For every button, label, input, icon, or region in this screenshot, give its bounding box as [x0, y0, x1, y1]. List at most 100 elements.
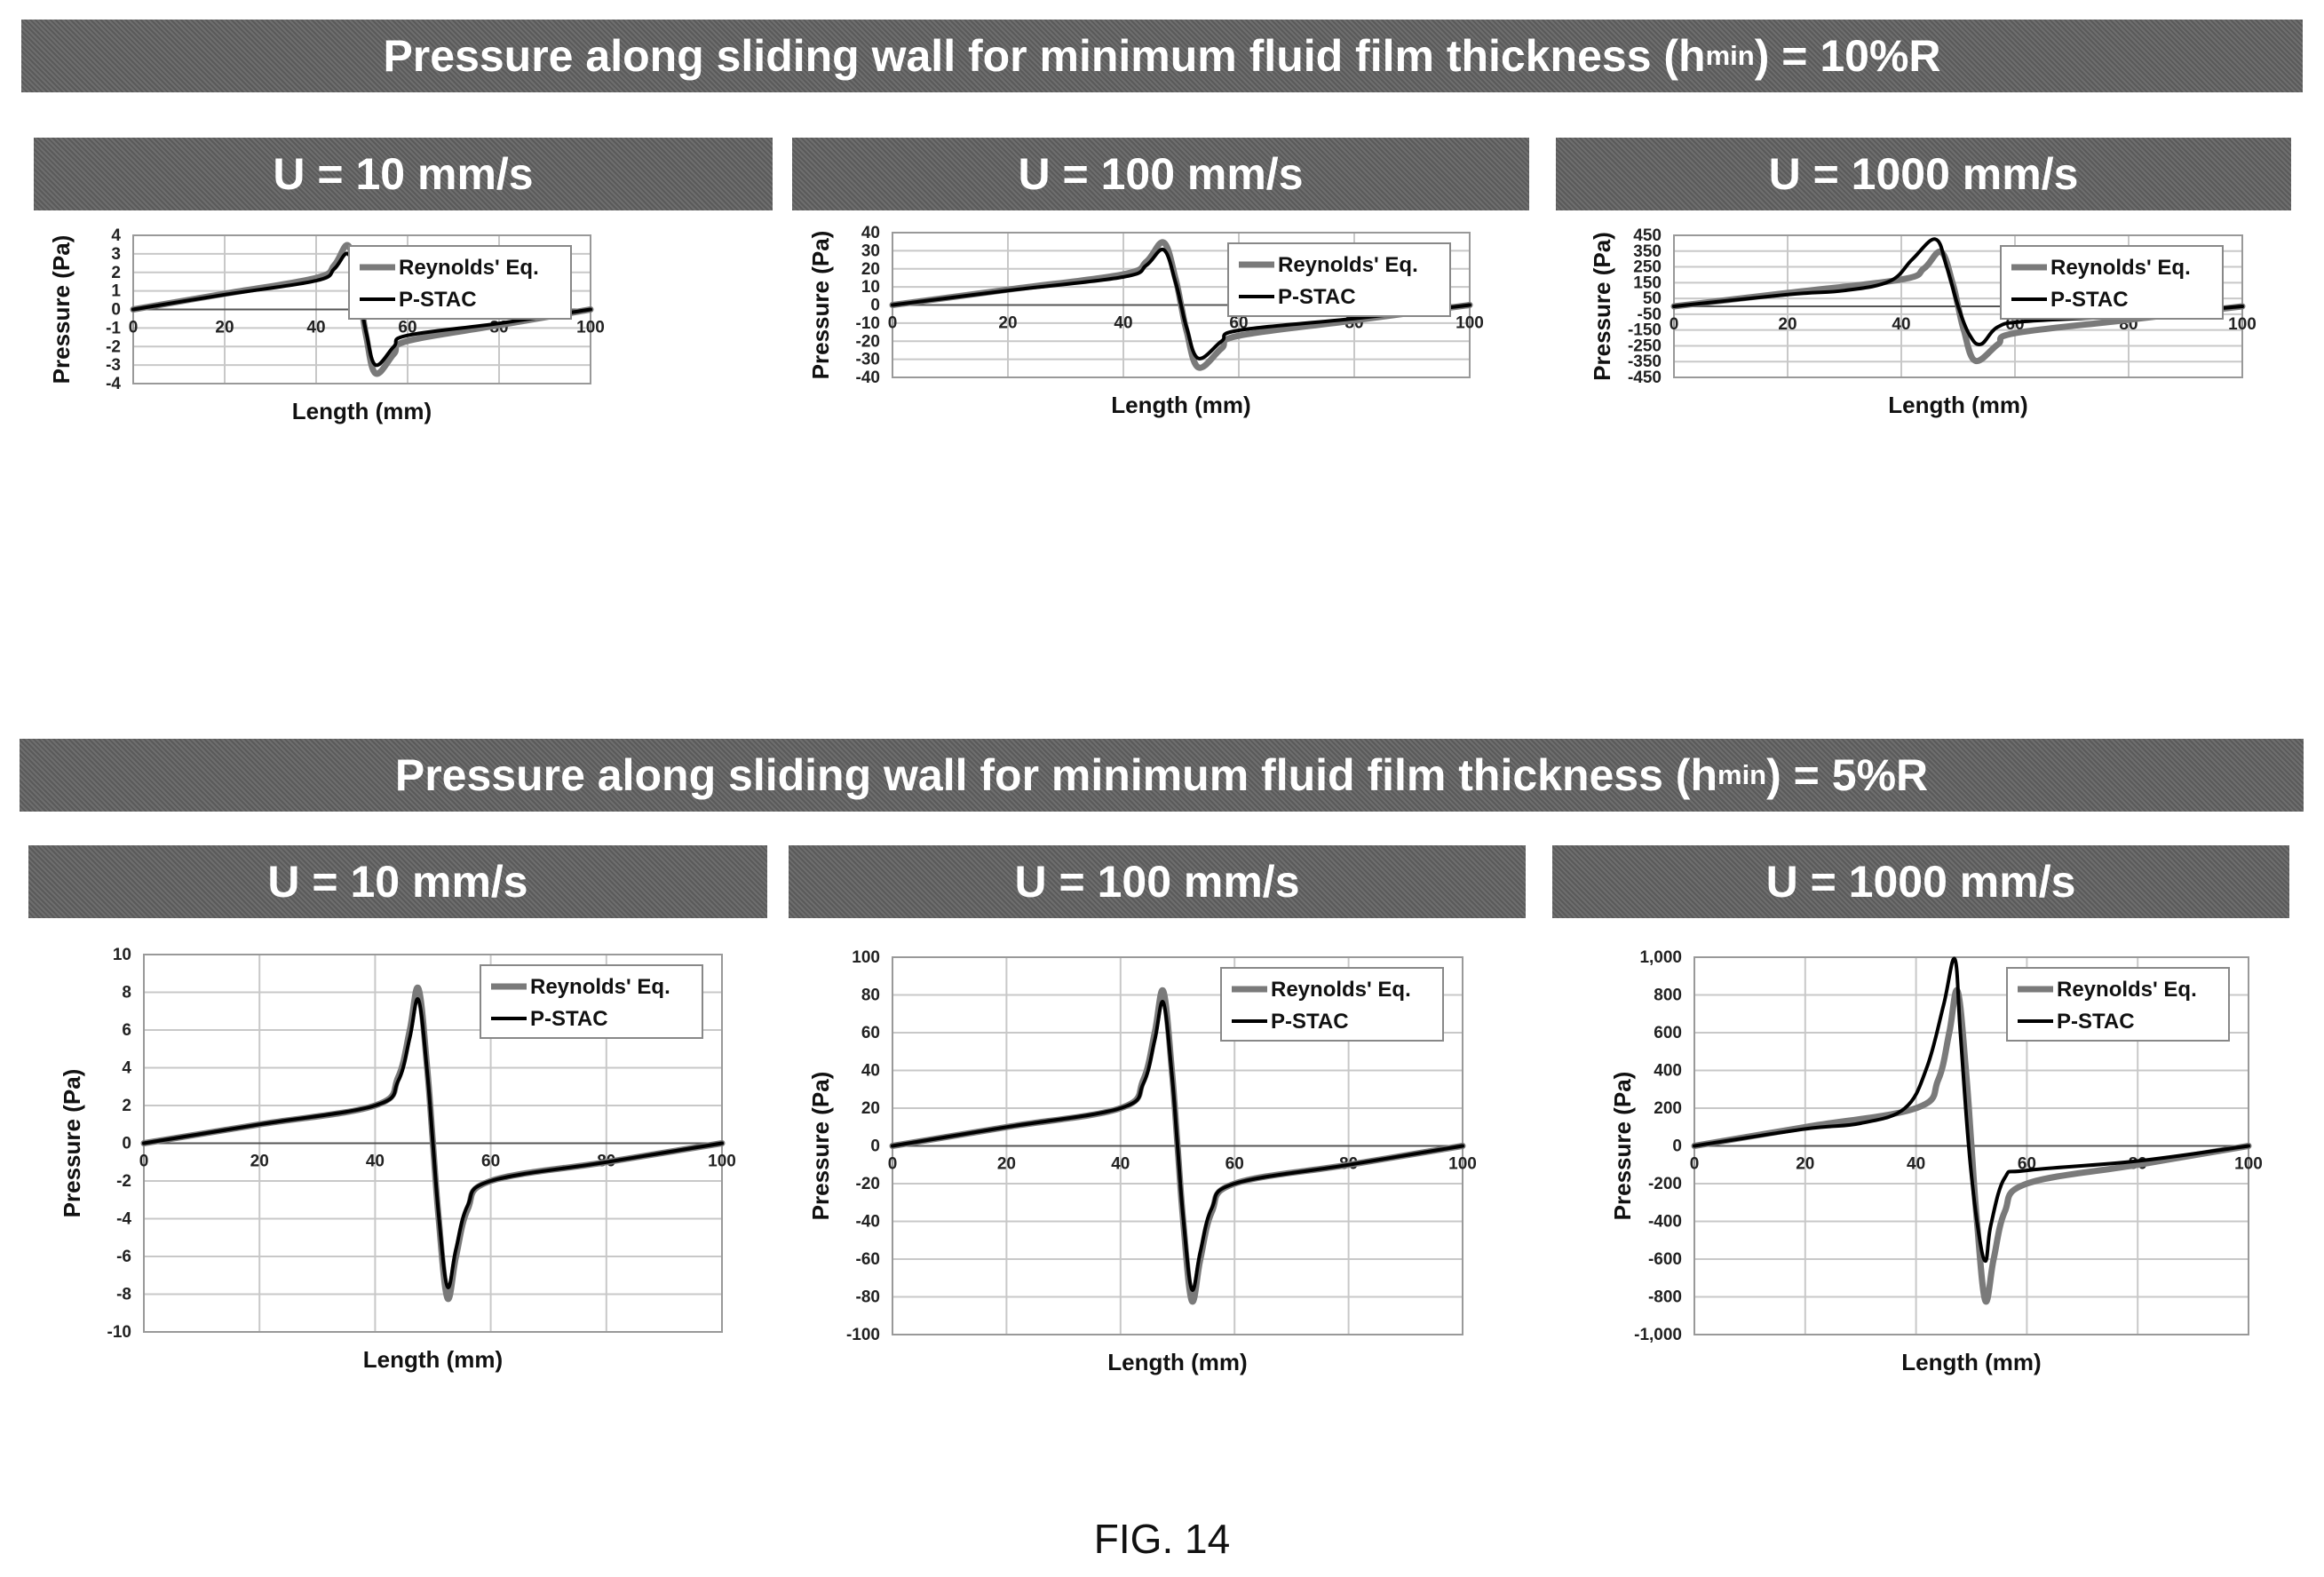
y-tick-label: -100 — [846, 1326, 880, 1344]
y-tick-label: 8 — [122, 984, 131, 1002]
x-tick-label: 100 — [576, 319, 605, 337]
x-tick-label: 100 — [2234, 1155, 2263, 1174]
y-tick-label: 0 — [122, 1135, 131, 1153]
x-tick-label: 0 — [888, 1155, 898, 1174]
x-tick-label: 20 — [1778, 315, 1797, 334]
y-axis-label: Pressure (Pa) — [807, 231, 834, 380]
y-tick-label: -10 — [856, 314, 880, 333]
legend-label: Reynolds' Eq. — [1271, 978, 1411, 1002]
x-axis-label: Length (mm) — [292, 398, 432, 424]
section-title-prefix: Pressure along sliding wall for minimum … — [394, 750, 1717, 800]
y-tick-label: -80 — [856, 1288, 880, 1307]
x-tick-label: 20 — [998, 314, 1017, 333]
series-line-reynolds — [1691, 987, 2252, 1305]
x-tick-label: 20 — [215, 319, 234, 337]
y-tick-label: 6 — [122, 1021, 131, 1040]
legend-box — [1220, 967, 1444, 1042]
panel-title: U = 10 mm/s — [34, 138, 773, 210]
y-tick-label: 30 — [861, 242, 880, 260]
legend-box — [480, 964, 703, 1039]
y-tick-label: 20 — [861, 260, 880, 279]
x-tick-label: 20 — [250, 1153, 269, 1171]
y-tick-label: 2 — [111, 264, 121, 282]
x-tick-label: 60 — [2005, 315, 2024, 334]
legend-label: P-STAC — [2057, 1010, 2135, 1034]
y-tick-label: 0 — [870, 1137, 880, 1156]
legend-label: P-STAC — [1271, 1010, 1349, 1034]
x-tick-label: 20 — [997, 1155, 1016, 1174]
y-tick-label: -250 — [1628, 337, 1662, 355]
y-tick-label: -800 — [1648, 1288, 1682, 1307]
y-tick-label: 50 — [1643, 289, 1662, 308]
y-tick-label: 60 — [861, 1024, 880, 1042]
x-axis-label: Length (mm) — [1901, 1349, 2041, 1375]
x-tick-label: 40 — [1892, 315, 1910, 334]
legend-box — [1227, 242, 1451, 317]
x-tick-label: 100 — [1455, 314, 1484, 333]
legend-label: P-STAC — [2050, 288, 2129, 312]
legend-label: Reynolds' Eq. — [399, 256, 539, 280]
y-tick-label: -20 — [856, 332, 880, 351]
y-tick-label: 0 — [870, 297, 880, 315]
y-tick-label: 600 — [1654, 1024, 1682, 1042]
y-tick-label: 3 — [111, 245, 121, 264]
section-title-sub: min — [1717, 759, 1767, 790]
y-tick-label: -200 — [1648, 1175, 1682, 1193]
y-tick-label: -8 — [116, 1286, 131, 1304]
y-axis-label: Pressure (Pa) — [59, 1069, 85, 1218]
legend-box — [2000, 245, 2224, 320]
x-tick-label: 0 — [1670, 315, 1679, 334]
legend-box — [348, 245, 572, 320]
x-tick-label: 40 — [1907, 1155, 1925, 1174]
series-line-pstac — [1693, 956, 2250, 1264]
x-tick-label: 100 — [2228, 315, 2257, 334]
y-tick-label: -20 — [856, 1175, 880, 1193]
y-tick-label: 10 — [861, 278, 880, 297]
y-axis-label: Pressure (Pa) — [807, 1072, 834, 1221]
x-tick-label: 60 — [481, 1153, 500, 1171]
y-tick-label: -3 — [106, 356, 121, 375]
legend-label: Reynolds' Eq. — [530, 975, 670, 999]
y-tick-label: -1,000 — [1634, 1326, 1682, 1344]
legend-label: Reynolds' Eq. — [2050, 256, 2191, 280]
y-tick-label: 1 — [111, 282, 121, 301]
x-tick-label: 0 — [139, 1153, 149, 1171]
legend-label: P-STAC — [399, 288, 477, 312]
y-tick-label: 400 — [1654, 1062, 1682, 1081]
y-axis-label: Pressure (Pa) — [1589, 232, 1615, 381]
legend-label: Reynolds' Eq. — [1278, 253, 1418, 277]
y-tick-label: -2 — [106, 337, 121, 356]
section-banner-5pct: Pressure along sliding wall for minimum … — [20, 739, 2304, 812]
y-tick-label: -450 — [1628, 368, 1662, 387]
x-tick-label: 20 — [1796, 1155, 1814, 1174]
x-tick-label: 60 — [1225, 1155, 1244, 1174]
panel-title: U = 10 mm/s — [28, 845, 767, 918]
legend-label: P-STAC — [530, 1007, 608, 1031]
section-title-suffix: ) = 10%R — [1754, 31, 1941, 81]
y-tick-label: -2 — [116, 1172, 131, 1191]
y-tick-label: 4 — [111, 226, 121, 245]
x-tick-label: 40 — [1114, 314, 1132, 333]
y-tick-label: -50 — [1638, 305, 1662, 324]
x-tick-label: 40 — [1111, 1155, 1130, 1174]
y-tick-label: 800 — [1654, 987, 1682, 1005]
y-tick-label: 40 — [861, 1062, 880, 1081]
y-tick-label: 80 — [861, 987, 880, 1005]
y-tick-label: 20 — [861, 1099, 880, 1118]
y-tick-label: -150 — [1628, 321, 1662, 340]
x-tick-label: 40 — [306, 319, 325, 337]
x-tick-label: 0 — [1690, 1155, 1700, 1174]
legend-label: P-STAC — [1278, 285, 1356, 309]
y-tick-label: -1 — [106, 319, 121, 337]
y-tick-label: 250 — [1633, 258, 1662, 277]
y-tick-label: 0 — [111, 301, 121, 320]
series-line-pstac — [891, 248, 1471, 361]
x-axis-label: Length (mm) — [1111, 392, 1250, 418]
x-axis-label: Length (mm) — [1888, 392, 2027, 418]
x-tick-label: 0 — [129, 319, 139, 337]
y-tick-label: -10 — [107, 1323, 131, 1342]
y-axis-label: Pressure (Pa) — [48, 235, 75, 384]
x-axis-label: Length (mm) — [363, 1346, 503, 1373]
